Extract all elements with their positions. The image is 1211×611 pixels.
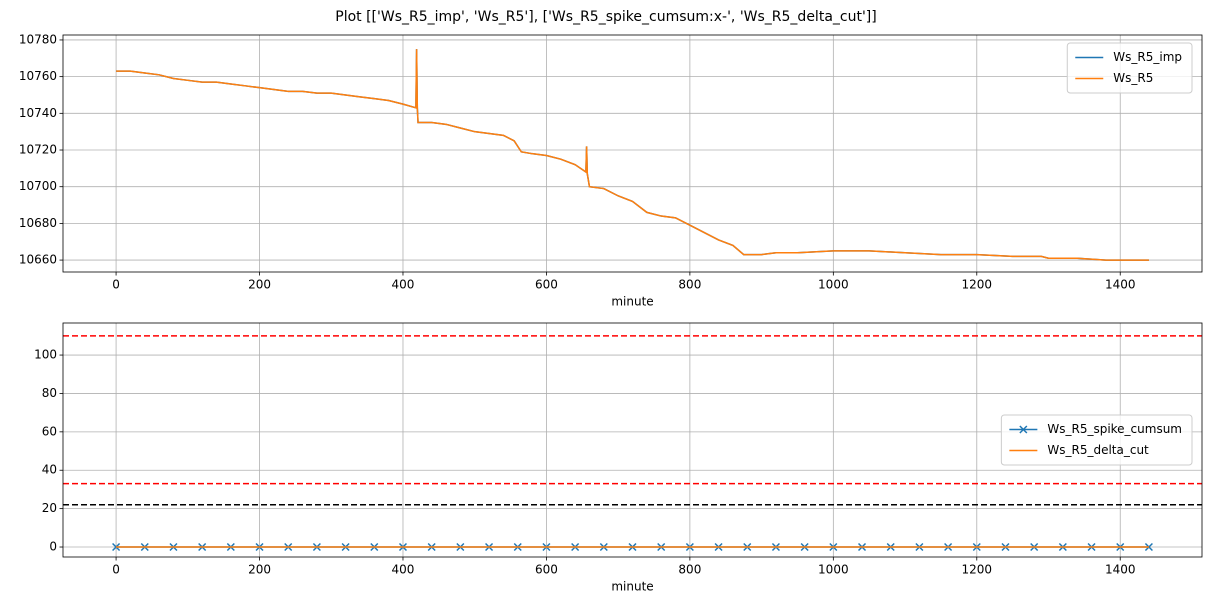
figure-title: Plot [['Ws_R5_imp', 'Ws_R5'], ['Ws_R5_sp… [335,9,876,25]
plot-area [63,335,1202,552]
y-tick-label: 10780 [19,32,57,46]
y-tick-label: 10660 [19,253,57,267]
legend: Ws_R5_imp Ws_R5 [1066,42,1193,94]
y-tick-label: 10700 [19,179,57,193]
x-tick-label: 1400 [1105,563,1136,577]
y-tick-label: 0 [49,540,57,554]
x-tick-label: 1200 [962,563,993,577]
legend-label: Ws_R5_imp [1113,50,1182,64]
y-tick-label: 10760 [19,69,57,83]
y-tick-label: 60 [42,424,57,438]
y-tick-label: 10720 [19,143,57,157]
x-axis-label: minute [611,580,653,594]
legend-label: Ws_R5 [1113,71,1153,85]
x-tick-label: 0 [112,563,120,577]
x-tick-label: 600 [535,278,558,292]
axes-frame [62,34,1203,273]
y-tick-label: 10740 [19,106,57,120]
x-axis-label: minute [611,295,653,309]
legend-label: Ws_R5_delta_cut [1047,443,1149,457]
legend-marker [1019,425,1028,434]
plot-area [116,49,1149,261]
axes-frame [62,322,1203,558]
x-tick-label: 200 [248,278,271,292]
series-line [116,49,1149,261]
x-tick-label: 1000 [818,563,849,577]
legend-box [1000,414,1193,466]
x-tick-label: 200 [248,563,271,577]
y-tick-label: 20 [42,501,57,515]
series-line [116,49,1149,261]
x-tick-label: 1400 [1105,278,1136,292]
x-tick-label: 1000 [818,278,849,292]
legend-box [1066,42,1193,94]
legend: Ws_R5_spike_cumsum Ws_R5_delta_cut [1000,414,1193,466]
x-tick-label: 0 [112,278,120,292]
x-tick-label: 600 [535,563,558,577]
y-tick-label: 40 [42,463,57,477]
y-tick-label: 80 [42,386,57,400]
x-tick-label: 800 [678,278,701,292]
x-tick-label: 400 [392,278,415,292]
x-tick-label: 400 [392,563,415,577]
y-tick-label: 10680 [19,216,57,230]
marker [112,542,121,552]
x-tick-label: 800 [678,563,701,577]
legend-label: Ws_R5_spike_cumsum [1047,422,1182,436]
x-tick-label: 1200 [962,278,993,292]
y-tick-label: 100 [34,348,57,362]
